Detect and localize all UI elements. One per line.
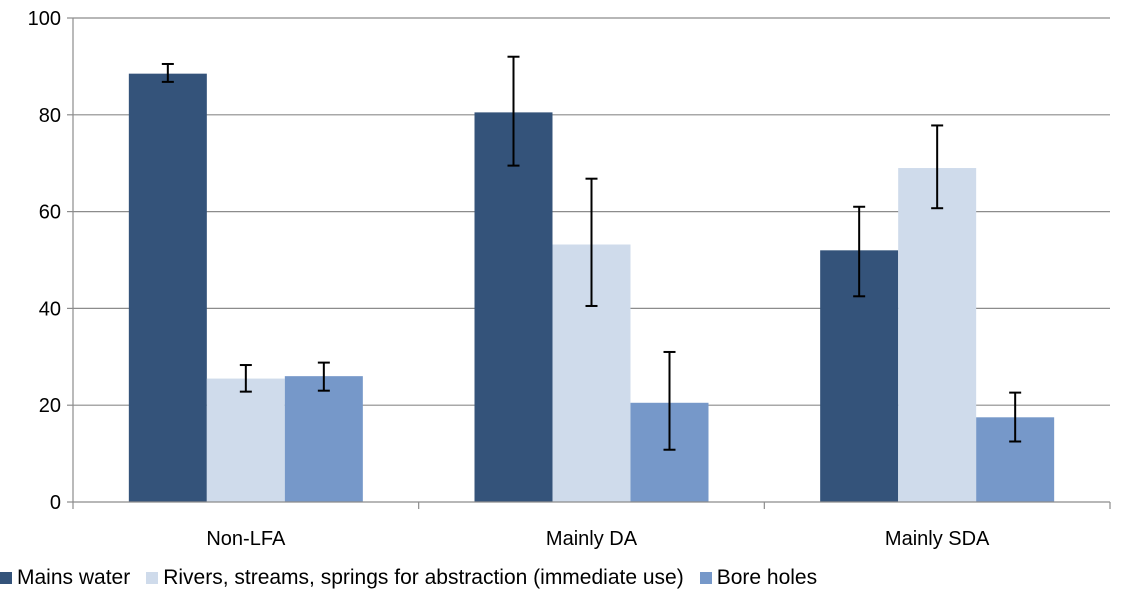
bar (128, 73, 207, 502)
y-tick-label: 0 (50, 492, 61, 514)
legend-swatch (0, 572, 12, 584)
bar (206, 378, 285, 502)
y-tick-labels: 0 20 40 60 80 100 (28, 8, 61, 514)
error-bars (161, 55, 1022, 451)
legend-label: Rivers, streams, springs for abstraction… (163, 566, 684, 589)
bars (128, 73, 1055, 503)
y-tick-label: 100 (28, 8, 61, 30)
y-tick-label: 20 (39, 395, 61, 417)
legend-swatch (146, 572, 159, 584)
bar (474, 112, 553, 502)
legend-item: Mains water (0, 566, 130, 590)
legend: Mains water Rivers, streams, springs for … (0, 562, 833, 594)
y-tick-label: 60 (39, 202, 61, 224)
bar-chart: 0 20 40 60 80 100 Non-LFA Mainly DA Mainly SDA (28, 8, 1111, 550)
x-tick-label: Non-LFA (206, 528, 286, 550)
bar (898, 168, 977, 503)
x-tick-labels: Non-LFA Mainly DA Mainly SDA (206, 528, 990, 550)
legend-item: Bore holes (699, 566, 818, 590)
x-tick-label: Mainly DA (546, 528, 638, 550)
x-tick-label: Mainly SDA (885, 528, 990, 550)
legend-swatch (699, 572, 712, 584)
axes (67, 17, 1111, 509)
legend-item: Rivers, streams, springs for abstraction… (146, 566, 684, 590)
legend-label: Mains water (17, 566, 131, 589)
legend-label: Bore holes (716, 566, 818, 589)
bar (284, 376, 363, 502)
y-tick-label: 80 (39, 105, 61, 127)
y-tick-label: 40 (39, 298, 61, 320)
